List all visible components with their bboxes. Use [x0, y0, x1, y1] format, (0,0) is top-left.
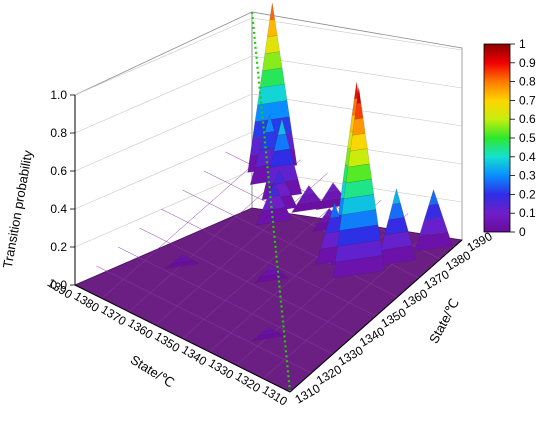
peak-layer [262, 327, 275, 333]
surface-peak [165, 254, 200, 269]
colorbar-tick-label: 0.5 [519, 131, 536, 145]
wall-gridline [74, 131, 253, 210]
surface-peaks [165, 2, 453, 342]
colorbar-tick-label: 0.9 [519, 56, 536, 70]
colorbar-tick-label: 0.8 [519, 75, 536, 89]
z-tick-label: 0.6 [50, 164, 67, 178]
peak-layer [302, 185, 315, 195]
surface-peak [332, 87, 385, 279]
wall-gridline [74, 169, 253, 248]
surface-peak [414, 188, 453, 252]
z-tick-label: 0.2 [50, 240, 67, 254]
colorbar-tick-label: 0.4 [519, 150, 536, 164]
z-axis-ticks: 0.0 0.2 0.4 0.6 0.8 1.0 [50, 88, 75, 292]
peak-layer [264, 114, 275, 133]
peak-layer [347, 148, 370, 168]
peak-layer [354, 82, 360, 100]
peak-layer [356, 87, 362, 104]
peak-layer [349, 133, 368, 152]
z-axis-label: Transition probability [0, 149, 35, 270]
colorbar-ticks: 0 0.1 0.2 0.3 0.4 0.5 0.6 0.7 0.8 0.9 1 [510, 37, 536, 239]
peak-layer [265, 265, 278, 272]
peak-layer [428, 188, 439, 206]
z-tick-label: 0.4 [50, 202, 67, 216]
peak-layer [272, 169, 286, 185]
wall-gridline [74, 93, 253, 172]
surface-peak [261, 118, 303, 201]
colorbar-tick-label: 0.6 [519, 112, 536, 126]
y-tick-label: 1390 [465, 229, 495, 255]
floor-gridline [182, 189, 398, 298]
diagonal-marker-line [250, 11, 292, 393]
colorbar-tick-label: 0.3 [519, 169, 536, 183]
floor-gridline [160, 208, 377, 317]
peak-layer [352, 117, 366, 136]
z-tick-label: 0.8 [50, 126, 67, 140]
peak-layer [269, 2, 275, 21]
peak-layer [262, 51, 283, 72]
wall-gridline [251, 17, 463, 51]
x-tick-label: 1390 [45, 276, 75, 302]
x-axis-line [74, 284, 291, 393]
wall-gridline [74, 17, 253, 96]
peak-layer [392, 187, 401, 205]
surface-peak [255, 182, 293, 226]
surface-peak [253, 265, 289, 284]
colorbar-tick-label: 0.2 [519, 187, 536, 201]
x-axis-label: State/℃ [128, 352, 177, 390]
surface-peak [376, 187, 417, 267]
y-axis-line [289, 239, 463, 393]
z-tick-label: 0.0 [50, 278, 67, 292]
colorbar-tick-label: 0.7 [519, 93, 536, 107]
z-tick-label: 1.0 [50, 88, 67, 102]
wall-gridline [251, 55, 463, 89]
colorbar-tick-label: 0 [519, 225, 526, 239]
colorbar-tick-label: 0.1 [519, 206, 536, 220]
y-axis-label: State/℃ [426, 296, 462, 346]
wall-gridline [74, 55, 253, 134]
colorbar [483, 43, 511, 233]
colorbar-tick-label: 1 [519, 37, 526, 51]
surface-peak [251, 327, 286, 342]
peak-layer [277, 118, 287, 136]
peak-layer [329, 202, 340, 219]
peak-layer [176, 254, 189, 260]
peak-layer [267, 182, 281, 198]
peak-layer [264, 35, 280, 55]
back-walls [74, 11, 463, 286]
surface-peak [291, 185, 327, 213]
front-axes [74, 95, 463, 393]
peak-layer [326, 182, 340, 192]
